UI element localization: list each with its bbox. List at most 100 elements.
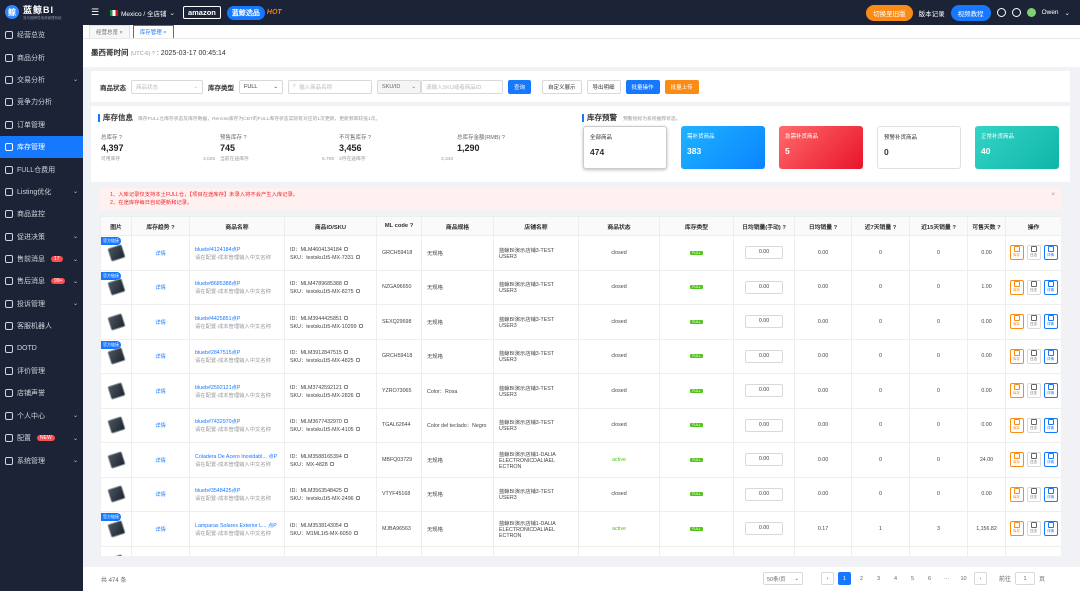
help-icon[interactable] [996, 8, 1006, 17]
sidebar-item[interactable]: FULL仓费用 [0, 158, 83, 180]
search-input[interactable]: ⌕ 输入商品名称 [288, 79, 372, 94]
sidebar-item[interactable]: 评价管理 [0, 360, 83, 382]
copy-icon[interactable] [343, 384, 348, 389]
log-button[interactable]: 日志 [1026, 486, 1041, 502]
log-button[interactable]: 日志 [1026, 279, 1041, 295]
product-name-link[interactable]: Coladera De Acero Inoxidabl... 点P [195, 453, 278, 460]
sidebar-item[interactable]: 商品分析 [0, 46, 83, 68]
user-chevron-icon[interactable]: ⌄ [1064, 9, 1070, 17]
product-thumbnail[interactable] [106, 312, 126, 331]
copy-icon[interactable] [355, 392, 360, 397]
query-button[interactable]: 查询 [508, 79, 532, 94]
product-name-link[interactable]: blueb#8685388点P [195, 281, 241, 288]
log-button[interactable]: 日志 [1026, 452, 1041, 468]
detail-link[interactable]: 详情 [155, 492, 166, 499]
amazon-button[interactable]: amazon [182, 6, 221, 19]
copy-icon[interactable] [329, 461, 334, 466]
sidebar-item[interactable]: 交易分析 ⌄ [0, 69, 83, 91]
product-name-link[interactable]: blueb#2847515点P [195, 350, 241, 357]
tab-overview[interactable]: 经营总览 × [89, 25, 130, 38]
product-thumbnail[interactable] [106, 450, 126, 469]
log-button[interactable]: 日志 [1026, 417, 1041, 433]
page-number[interactable]: ··· [943, 575, 950, 582]
stock-edit-button[interactable]: 库存 [1009, 245, 1024, 261]
switch-old-version-button[interactable]: 切换至旧版 [866, 4, 913, 21]
refresh-button[interactable]: 详情 [1043, 452, 1058, 468]
menu-toggle-icon[interactable]: ☰ [91, 7, 100, 17]
sidebar-item[interactable]: 个人中心 ⌄ [0, 405, 83, 427]
warn-card[interactable]: 预警补货商品 0 [877, 126, 961, 169]
product-name-link[interactable]: blueb#7432970点P [195, 419, 241, 426]
refresh-button[interactable]: 详情 [1043, 348, 1058, 364]
manual-sales-input[interactable]: 0.00 [745, 349, 783, 363]
sidebar-item[interactable]: 库存管理 [0, 135, 83, 159]
product-thumbnail[interactable] [106, 278, 126, 297]
stock-edit-button[interactable]: 库存 [1009, 486, 1024, 502]
sidebar-item[interactable]: DOTD [0, 337, 83, 359]
copy-icon[interactable] [355, 496, 360, 501]
manual-sales-input[interactable]: 0.00 [745, 315, 783, 329]
copy-icon[interactable] [355, 427, 360, 432]
detail-link[interactable]: 详情 [155, 319, 166, 326]
brand[interactable]: 鲸 蓝鲸BI 亚马逊跨境电商管理系统 [0, 0, 83, 24]
product-name-link[interactable]: Lamparas Solares Exterior L... 点P [195, 522, 277, 529]
copy-icon[interactable] [343, 246, 348, 251]
prev-page-button[interactable]: ‹ [821, 572, 834, 585]
video-tutorial-button[interactable]: 视频教程 [950, 4, 991, 21]
manual-sales-input[interactable]: 0.00 [745, 280, 783, 294]
page-number[interactable]: 5 [910, 575, 915, 582]
next-page-button[interactable]: › [974, 572, 987, 585]
log-button[interactable]: 日志 [1026, 314, 1041, 330]
page-size-select[interactable]: 50条/页 ⌄ [763, 572, 803, 585]
copy-icon[interactable] [343, 522, 348, 527]
type-select[interactable]: FULL ⌄ [239, 79, 283, 94]
avatar[interactable] [1026, 8, 1036, 17]
page-number[interactable]: 2 [859, 575, 864, 582]
manual-sales-input[interactable]: 0.00 [745, 418, 783, 432]
product-name-link[interactable]: blueb#3548425点P [195, 488, 241, 495]
log-button[interactable]: 日志 [1026, 348, 1041, 364]
product-name-link[interactable]: blueb#2592121点P [195, 384, 241, 391]
stock-edit-button[interactable]: 库存 [1009, 521, 1024, 537]
sku-input[interactable]: 请输入SKU或者商品ID [421, 79, 503, 94]
custom-columns-button[interactable]: 自定义展示 [542, 79, 582, 94]
sidebar-item[interactable]: 配置 NEW ⌄ [0, 427, 83, 449]
copy-icon[interactable] [343, 453, 348, 458]
product-thumbnail[interactable] [106, 554, 126, 556]
detail-link[interactable]: 详情 [155, 526, 166, 533]
stock-edit-button[interactable]: 库存 [1009, 452, 1024, 468]
copy-icon[interactable] [343, 315, 348, 320]
tab-inventory[interactable]: 库存管理 × [132, 25, 174, 38]
product-name-link[interactable]: blueb#4425851点P [195, 315, 241, 322]
sidebar-item[interactable]: Listing优化 ⌄ [0, 181, 83, 203]
product-thumbnail[interactable] [106, 243, 126, 262]
product-thumbnail[interactable] [106, 519, 126, 538]
product-thumbnail[interactable] [106, 347, 126, 366]
detail-link[interactable]: 详情 [155, 354, 166, 361]
manual-sales-input[interactable]: 0.00 [745, 522, 783, 536]
copy-icon[interactable] [343, 281, 348, 286]
sidebar-item[interactable]: 售后消息 99+ ⌄ [0, 270, 83, 292]
refresh-button[interactable]: 详情 [1043, 417, 1058, 433]
page-number[interactable]: 3 [876, 575, 881, 582]
product-thumbnail[interactable] [106, 416, 126, 435]
sidebar-item[interactable]: 商品监控 [0, 203, 83, 225]
sidebar-item[interactable]: 竞争力分析 [0, 91, 83, 113]
refresh-button[interactable]: 详情 [1043, 383, 1058, 399]
manual-sales-input[interactable]: 0.00 [745, 384, 783, 398]
product-thumbnail[interactable] [106, 381, 126, 400]
stock-edit-button[interactable]: 库存 [1009, 417, 1024, 433]
warn-card[interactable]: 需补货商品 383 [681, 126, 765, 169]
stock-edit-button[interactable]: 库存 [1009, 279, 1024, 295]
product-thumbnail[interactable] [106, 485, 126, 504]
goto-input[interactable]: 1 [1015, 572, 1036, 585]
sidebar-item[interactable]: 经营总览 [0, 24, 83, 46]
sidebar-item[interactable]: 投诉管理 ⌄ [0, 293, 83, 315]
stock-edit-button[interactable]: 库存 [1009, 348, 1024, 364]
log-button[interactable]: 日志 [1026, 521, 1041, 537]
message-icon[interactable] [1011, 8, 1021, 17]
version-log-link[interactable]: 版本记录 [918, 10, 945, 18]
detail-link[interactable]: 详情 [155, 285, 166, 292]
user-name[interactable]: Owen [1041, 9, 1059, 16]
page-number[interactable]: 1 [838, 572, 851, 585]
